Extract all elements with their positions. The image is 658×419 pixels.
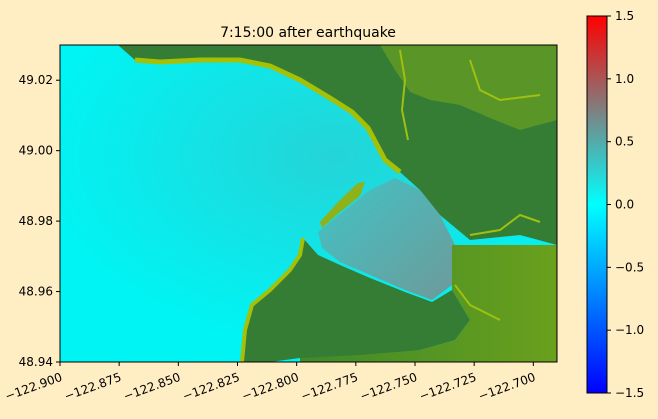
river — [399, 49, 541, 321]
bay — [318, 178, 455, 300]
x-axis: −122.900−122.875−122.850−122.825−122.800… — [3, 362, 537, 403]
colorbar-tick-label: 1.0 — [615, 72, 634, 86]
colorbar-tick-label: −1.5 — [615, 386, 644, 400]
y-tick-label: 48.98 — [19, 214, 53, 228]
spit — [320, 182, 365, 228]
x-tick-label: −122.850 — [121, 370, 182, 404]
land-southeast — [300, 245, 557, 362]
y-tick-label: 49.02 — [19, 73, 53, 87]
y-axis: 48.94 48.96 48.98 49.00 49.02 — [19, 73, 60, 369]
colorbar-axis: −1.5 −1.0 −0.5 0.0 0.5 1.0 1.5 — [607, 9, 644, 400]
y-tick-label: 48.94 — [19, 355, 53, 369]
x-tick-label: −122.875 — [62, 370, 123, 404]
land-south — [242, 238, 470, 362]
colorbar-tick-label: −1.0 — [615, 323, 644, 337]
colorbar-tick-label: −0.5 — [615, 260, 644, 274]
x-tick-label: −122.775 — [299, 370, 360, 404]
x-tick-label: −122.800 — [240, 370, 301, 404]
x-tick-label: −122.700 — [476, 370, 537, 404]
colorbar-tick-label: 0.5 — [615, 135, 634, 149]
x-tick-label: −122.725 — [417, 370, 478, 404]
land-upland — [380, 45, 557, 130]
plot-area — [60, 45, 557, 362]
x-tick-label: −122.900 — [3, 370, 64, 404]
y-tick-label: 48.96 — [19, 285, 53, 299]
chart-title: 7:15:00 after earthquake — [220, 25, 396, 41]
y-tick-label: 49.00 — [19, 144, 53, 158]
colorbar-tick-label: 0.0 — [615, 198, 634, 212]
shore-north — [134, 57, 402, 174]
colorbar — [586, 15, 608, 394]
plot-frame — [59, 44, 558, 363]
x-tick-label: −122.825 — [181, 370, 242, 404]
colorbar-tick-label: 1.5 — [615, 9, 634, 23]
shore-south — [240, 237, 305, 362]
x-tick-label: −122.750 — [358, 370, 419, 404]
